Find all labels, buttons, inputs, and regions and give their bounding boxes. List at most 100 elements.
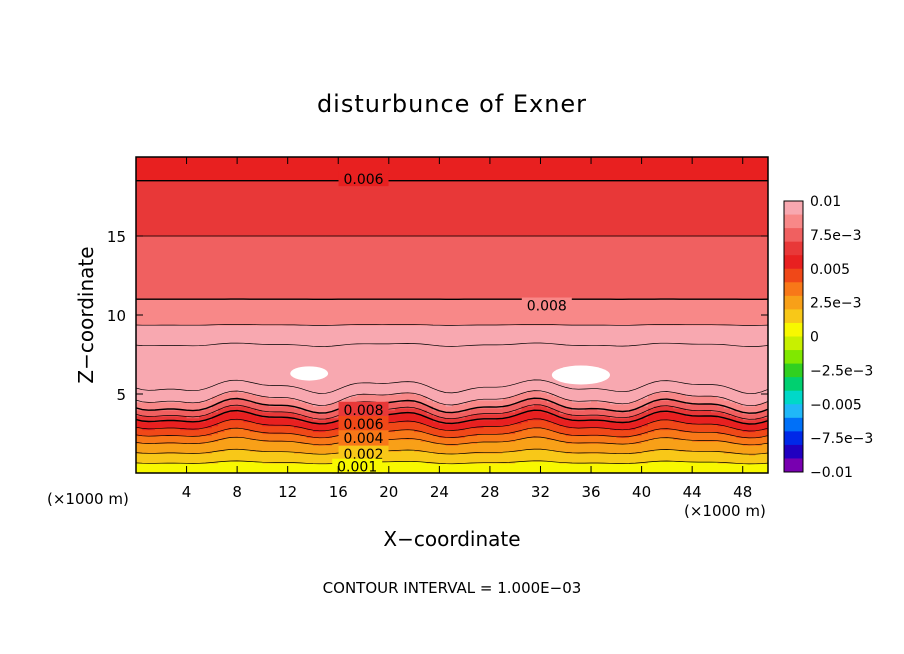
colorbar-segment (784, 431, 803, 446)
field-cell (180, 463, 188, 473)
field-cell (281, 417, 289, 427)
field-cell (256, 157, 263, 182)
field-cell (603, 463, 611, 473)
field-cell (622, 429, 630, 439)
field-cell (496, 157, 504, 182)
field-cell (376, 439, 384, 452)
field-cell (603, 299, 611, 326)
field-cell (224, 437, 232, 450)
field-cell (395, 180, 403, 237)
field-cell (407, 392, 415, 401)
field-cell (205, 407, 213, 415)
field-cell (395, 236, 403, 300)
field-cell (148, 324, 156, 403)
field-cell (344, 180, 352, 237)
field-cell (717, 451, 725, 464)
field-cell (331, 421, 339, 431)
field-cell (376, 236, 384, 300)
field-cell (249, 439, 257, 452)
field-cell (692, 461, 700, 473)
field-cell (243, 405, 251, 413)
field-cell (407, 461, 415, 473)
field-cell (243, 399, 251, 407)
field-cell (192, 157, 200, 182)
field-cell (287, 236, 295, 300)
colorbar: 0.01 7.5e−3 0.005 2.5e−3 0 −2.5e−3 −0.005 −7.5e… (783, 194, 873, 481)
field-cell (439, 463, 447, 473)
field-cell (546, 429, 554, 441)
field-cell (154, 427, 162, 437)
field-cell (635, 407, 643, 415)
field-cell (287, 180, 295, 237)
field-cell (331, 429, 339, 437)
field-cell (275, 157, 282, 182)
field-cell (565, 324, 573, 401)
field-cell (376, 180, 384, 237)
field-cell (723, 236, 731, 300)
field-cell (363, 157, 371, 182)
field-cell (647, 324, 655, 395)
field-cell (154, 443, 162, 454)
field-cell (268, 157, 276, 182)
field-cell (350, 180, 358, 237)
field-cell (723, 463, 731, 473)
field-cell (154, 157, 162, 182)
field-cell (458, 403, 466, 413)
field-cell (521, 157, 529, 182)
field-cell (559, 413, 567, 419)
field-cell (610, 421, 617, 431)
field-cell (572, 236, 579, 300)
field-cell (186, 401, 194, 411)
field-cell (237, 437, 245, 450)
contour-line (136, 427, 768, 439)
field-cell (610, 417, 617, 423)
field-cell (199, 443, 207, 454)
field-cell (426, 299, 434, 326)
field-cell (186, 421, 194, 431)
field-cell (635, 427, 643, 437)
field-cell (439, 236, 447, 300)
field-cell (243, 411, 251, 423)
field-cell (477, 463, 485, 473)
field-cell (730, 415, 737, 421)
field-cell (515, 431, 523, 441)
field-cell (755, 324, 763, 405)
field-cell (698, 409, 706, 417)
field-cell (388, 409, 396, 415)
colorbar-segment (784, 309, 803, 324)
field-cell (407, 429, 415, 441)
field-cell (565, 427, 573, 437)
field-cell (540, 236, 548, 300)
field-cell (205, 453, 213, 464)
field-cell (142, 236, 150, 300)
field-cell (287, 417, 295, 427)
field-cell (281, 397, 289, 407)
field-cell (515, 461, 523, 473)
field-cell (230, 299, 238, 326)
field-cell (224, 324, 232, 393)
field-cell (730, 419, 737, 429)
field-cell (704, 415, 712, 425)
field-cell (527, 236, 535, 300)
field-cell (736, 463, 744, 473)
field-cell (679, 324, 687, 395)
field-cell (660, 157, 668, 182)
field-cell (628, 453, 636, 464)
field-cell (224, 411, 232, 421)
field-cell (673, 461, 681, 473)
field-cell (338, 180, 346, 237)
field-cell (610, 443, 617, 454)
field-cell (572, 299, 579, 326)
field-cell (192, 417, 200, 423)
colorbar-segment (784, 336, 803, 351)
field-cell (477, 180, 485, 237)
field-cell (237, 180, 245, 237)
field-cell (628, 429, 636, 437)
field-cell (527, 427, 535, 439)
field-cell (319, 437, 327, 446)
field-cell (395, 394, 403, 403)
field-cell (673, 439, 681, 450)
field-cell (256, 395, 263, 405)
field-cell (218, 157, 226, 182)
contour-lines (136, 179, 768, 465)
